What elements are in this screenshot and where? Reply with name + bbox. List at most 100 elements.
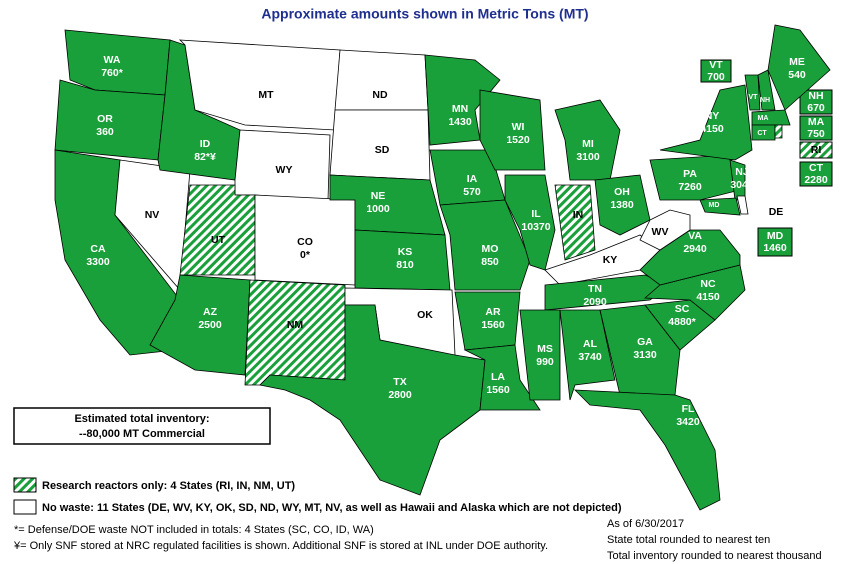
- state-abbr: VT: [709, 59, 723, 71]
- state-amount: 1000: [366, 203, 390, 215]
- state-abbr: LA: [491, 371, 505, 383]
- state-amount: 750: [807, 128, 825, 140]
- state-amount: 570: [463, 186, 481, 198]
- title: Approximate amounts shown in Metric Tons…: [261, 6, 588, 22]
- state-amount: 2800: [388, 389, 412, 401]
- state-abbr: MD: [767, 230, 784, 242]
- legend-label: Research reactors only: 4 States (RI, IN…: [42, 480, 295, 492]
- state-abbr: MI: [582, 138, 594, 150]
- state-abbr: MO: [482, 243, 499, 255]
- state-abbr: ID: [200, 138, 211, 150]
- state-abbr: CO: [297, 236, 313, 248]
- callout-box: [799, 141, 833, 159]
- state-abbr: NM: [287, 319, 304, 331]
- state-amount: 700: [707, 71, 725, 83]
- state-abbr: NE: [371, 190, 386, 202]
- state: [259, 304, 486, 496]
- state-amount: 4150: [696, 291, 720, 303]
- state: [751, 124, 776, 141]
- state-abbr: MT: [258, 89, 274, 101]
- state: [751, 109, 791, 126]
- state-abbr: MA: [808, 116, 825, 128]
- state-abbr: WV: [652, 226, 669, 238]
- state-abbr: MA: [758, 115, 769, 122]
- state: [767, 24, 831, 111]
- state: [244, 279, 346, 386]
- state-amount: 2940: [683, 243, 707, 255]
- state-abbr: AL: [583, 338, 598, 350]
- state-abbr: ND: [372, 89, 388, 101]
- state-abbr: CT: [757, 130, 767, 137]
- state-abbr: NJ: [735, 166, 749, 178]
- state-amount: 3420: [676, 416, 700, 428]
- state-abbr: KS: [398, 246, 413, 258]
- state-amount: 4150: [700, 123, 724, 135]
- state-abbr: WA: [104, 54, 121, 66]
- state-amount: 1520: [506, 134, 530, 146]
- state-abbr: MS: [537, 343, 553, 355]
- state-amount: 850: [481, 256, 499, 268]
- state-amount: 2090: [583, 296, 607, 308]
- state-amount: 1560: [486, 384, 510, 396]
- state-amount: 1460: [763, 242, 787, 254]
- state-abbr: KY: [603, 254, 618, 266]
- state-abbr: GA: [637, 336, 653, 348]
- state: [573, 389, 721, 511]
- state-abbr: OR: [97, 113, 113, 125]
- callout-box: [799, 161, 833, 187]
- state: [699, 197, 741, 216]
- state-abbr: NH: [760, 97, 770, 104]
- state-amount: 3740: [578, 351, 602, 363]
- state-abbr: RI: [811, 144, 822, 156]
- legend-label: No waste: 11 States (DE, WV, KY, OK, SD,…: [42, 502, 622, 514]
- state-amount: 7260: [678, 181, 702, 193]
- callout-box: [700, 59, 732, 83]
- state-abbr: SC: [675, 303, 690, 315]
- state-amount: 3300: [86, 256, 110, 268]
- state: [744, 74, 761, 111]
- state: [736, 195, 749, 215]
- state-abbr: CA: [90, 243, 106, 255]
- state: [334, 49, 429, 111]
- state-abbr: OH: [614, 186, 630, 198]
- state-amount: 760*: [101, 67, 124, 79]
- state-abbr: CT: [809, 162, 824, 174]
- state-abbr: TX: [393, 376, 406, 388]
- state-abbr: IA: [467, 173, 478, 185]
- state-abbr: AR: [485, 306, 501, 318]
- state: [554, 184, 596, 261]
- state-amount: 360: [96, 126, 114, 138]
- callout-box: [757, 227, 793, 257]
- state-abbr: FL: [682, 403, 695, 415]
- state-abbr: UT: [211, 234, 226, 246]
- state-abbr: OK: [417, 309, 433, 321]
- state-abbr: MD: [709, 202, 720, 209]
- state-amount: 1560: [481, 319, 505, 331]
- state-abbr: NV: [145, 209, 160, 221]
- state-amount: 3130: [633, 349, 657, 361]
- state-abbr: DE: [769, 206, 784, 218]
- legend-swatch: [13, 477, 37, 493]
- note: As of 6/30/2017: [607, 518, 684, 530]
- state-amount: 0*: [300, 249, 311, 261]
- state-abbr: NY: [705, 110, 720, 122]
- inventory-box: [13, 407, 271, 445]
- state-amount: 2280: [804, 174, 828, 186]
- state: [179, 184, 256, 276]
- note: Total inventory rounded to nearest thous…: [607, 550, 822, 562]
- state-amount: 10370: [521, 221, 550, 233]
- state-amount: 990: [536, 356, 554, 368]
- inventory-line: Estimated total inventory:: [74, 413, 209, 425]
- legend-swatch: [13, 499, 37, 515]
- state: [659, 84, 753, 161]
- state-amount: 810: [396, 259, 414, 271]
- state-amount: 82*¥: [194, 151, 216, 163]
- state-abbr: PA: [683, 168, 697, 180]
- state-amount: 4880*: [668, 316, 696, 328]
- state: [599, 304, 681, 396]
- state-amount: 3040: [730, 179, 754, 191]
- state-abbr: IN: [573, 209, 584, 221]
